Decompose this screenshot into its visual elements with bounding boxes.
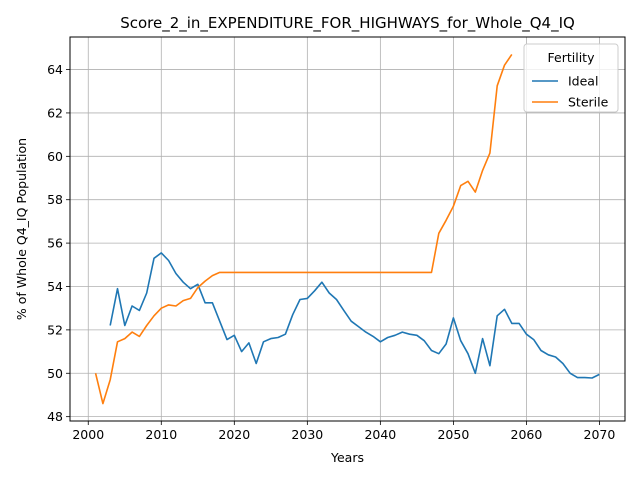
legend-title: Fertility	[548, 50, 596, 65]
x-axis-ticks: 2000 2010 2020 2030 2040 2050 2060 2070	[72, 421, 615, 442]
x-tick-label: 2020	[218, 427, 250, 442]
y-tick-label: 52	[47, 322, 63, 337]
legend-items: Ideal Sterile	[532, 74, 609, 110]
series-line-ideal	[109, 252, 600, 379]
x-tick-label: 2070	[584, 427, 616, 442]
chart-title: Score_2_in_EXPENDITURE_FOR_HIGHWAYS_for_…	[120, 14, 575, 33]
y-tick-label: 58	[47, 192, 63, 207]
x-tick-label: 2030	[291, 427, 323, 442]
x-axis-label: Years	[330, 450, 364, 465]
x-tick-label: 2050	[437, 427, 469, 442]
x-tick-label: 2000	[72, 427, 104, 442]
y-tick-label: 62	[47, 105, 63, 120]
legend-label-sterile: Sterile	[568, 95, 609, 110]
series-line-sterile	[94, 53, 513, 405]
x-tick-label: 2060	[511, 427, 543, 442]
legend: Fertility Ideal Sterile	[523, 43, 619, 113]
y-axis-label: % of Whole Q4_IQ Population	[14, 138, 29, 320]
legend-box	[523, 43, 619, 113]
x-tick-label: 2010	[145, 427, 177, 442]
y-tick-label: 50	[47, 366, 63, 381]
legend-label-ideal: Ideal	[568, 74, 598, 89]
series-layer	[94, 53, 600, 405]
y-tick-label: 60	[47, 149, 63, 164]
y-tick-label: 64	[47, 62, 63, 77]
y-axis-ticks: 48 50 52 54 56 58 60 62 64	[47, 62, 70, 424]
y-tick-label: 54	[47, 279, 63, 294]
y-tick-label: 48	[47, 409, 63, 424]
plot-area-frame	[69, 36, 626, 422]
x-tick-label: 2040	[364, 427, 396, 442]
y-tick-label: 56	[47, 236, 63, 251]
